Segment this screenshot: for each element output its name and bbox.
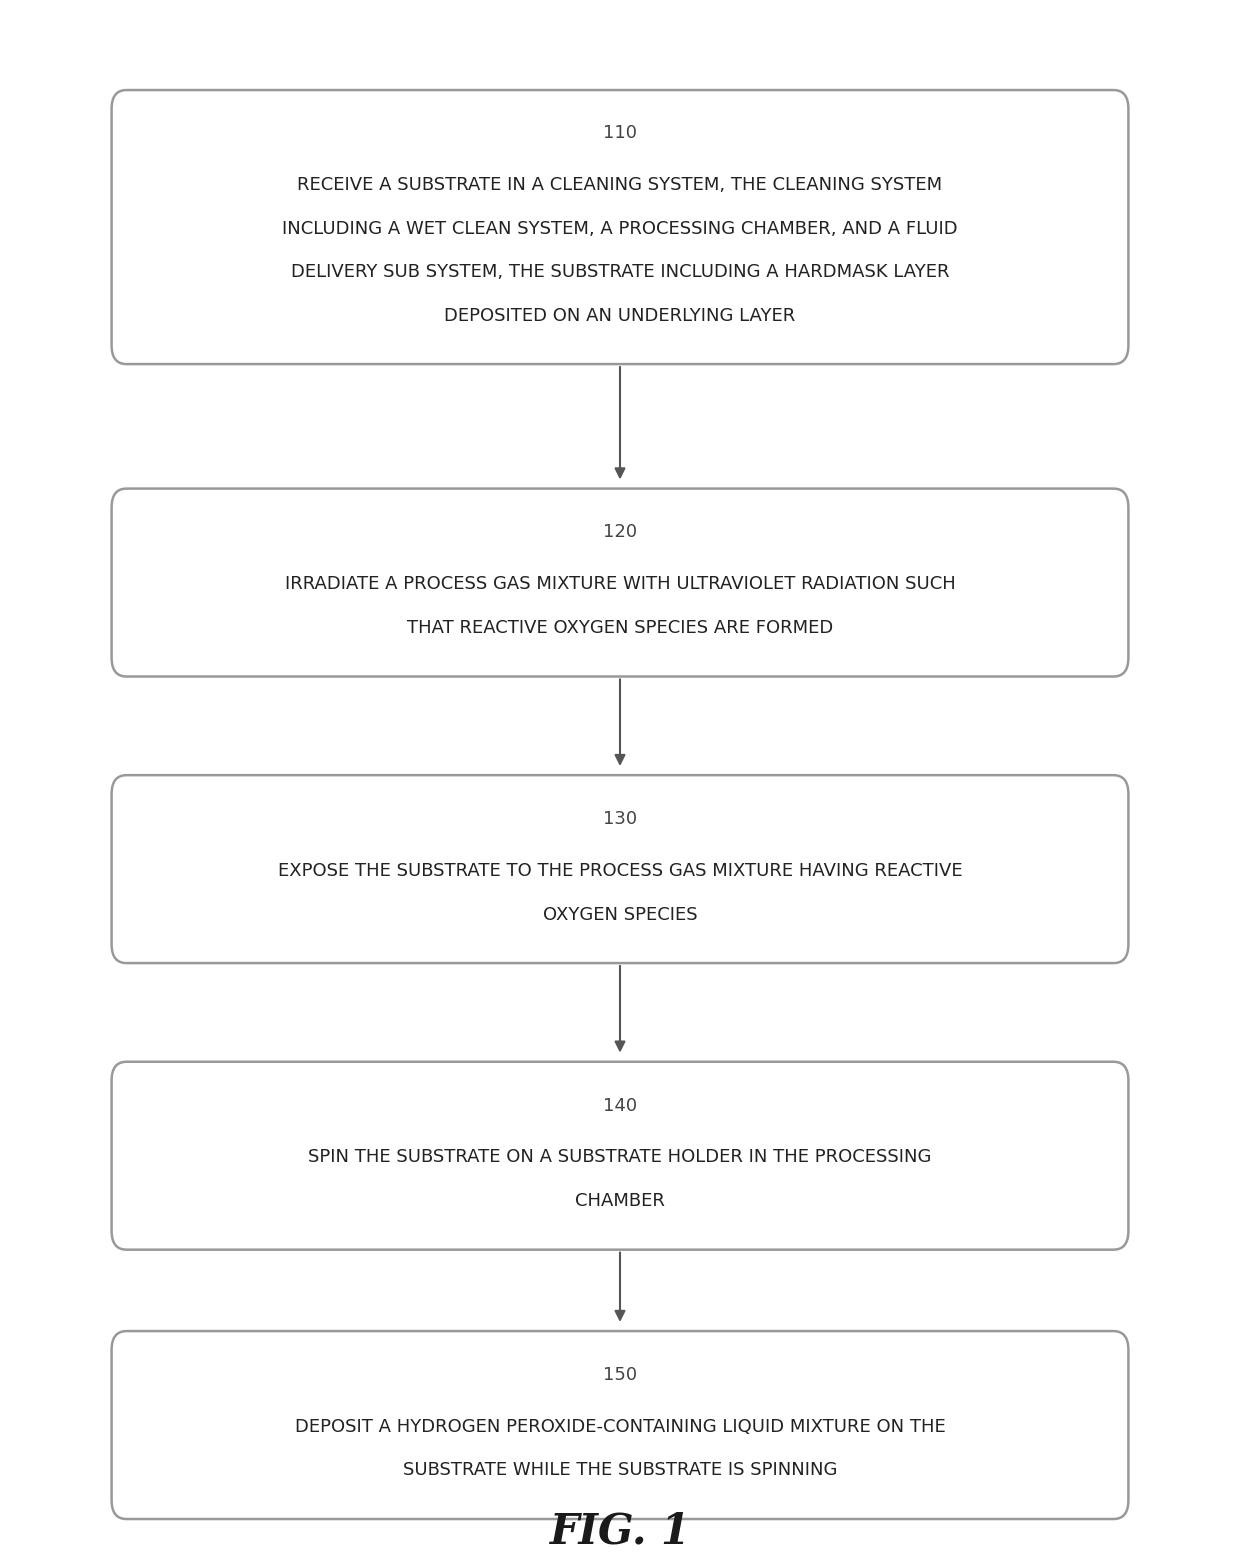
Text: IRRADIATE A PROCESS GAS MIXTURE WITH ULTRAVIOLET RADIATION SUCH: IRRADIATE A PROCESS GAS MIXTURE WITH ULT… (285, 575, 955, 594)
Text: 150: 150 (603, 1366, 637, 1384)
Text: INCLUDING A WET CLEAN SYSTEM, A PROCESSING CHAMBER, AND A FLUID: INCLUDING A WET CLEAN SYSTEM, A PROCESSI… (283, 219, 957, 238)
Text: DEPOSIT A HYDROGEN PEROXIDE-CONTAINING LIQUID MIXTURE ON THE: DEPOSIT A HYDROGEN PEROXIDE-CONTAINING L… (295, 1417, 945, 1436)
FancyBboxPatch shape (112, 1062, 1128, 1250)
Text: 120: 120 (603, 523, 637, 542)
FancyBboxPatch shape (112, 489, 1128, 677)
Text: DEPOSITED ON AN UNDERLYING LAYER: DEPOSITED ON AN UNDERLYING LAYER (444, 307, 796, 326)
Text: SPIN THE SUBSTRATE ON A SUBSTRATE HOLDER IN THE PROCESSING: SPIN THE SUBSTRATE ON A SUBSTRATE HOLDER… (309, 1148, 931, 1167)
Text: FIG. 1: FIG. 1 (549, 1511, 691, 1552)
Text: DELIVERY SUB SYSTEM, THE SUBSTRATE INCLUDING A HARDMASK LAYER: DELIVERY SUB SYSTEM, THE SUBSTRATE INCLU… (290, 263, 950, 282)
Text: RECEIVE A SUBSTRATE IN A CLEANING SYSTEM, THE CLEANING SYSTEM: RECEIVE A SUBSTRATE IN A CLEANING SYSTEM… (298, 175, 942, 194)
Text: 110: 110 (603, 124, 637, 143)
Text: THAT REACTIVE OXYGEN SPECIES ARE FORMED: THAT REACTIVE OXYGEN SPECIES ARE FORMED (407, 619, 833, 637)
Text: 130: 130 (603, 810, 637, 828)
Text: SUBSTRATE WHILE THE SUBSTRATE IS SPINNING: SUBSTRATE WHILE THE SUBSTRATE IS SPINNIN… (403, 1461, 837, 1480)
Text: CHAMBER: CHAMBER (575, 1192, 665, 1211)
Text: EXPOSE THE SUBSTRATE TO THE PROCESS GAS MIXTURE HAVING REACTIVE: EXPOSE THE SUBSTRATE TO THE PROCESS GAS … (278, 861, 962, 880)
FancyBboxPatch shape (112, 775, 1128, 963)
Text: 140: 140 (603, 1096, 637, 1115)
Text: OXYGEN SPECIES: OXYGEN SPECIES (543, 905, 697, 924)
FancyBboxPatch shape (112, 89, 1128, 363)
FancyBboxPatch shape (112, 1331, 1128, 1519)
